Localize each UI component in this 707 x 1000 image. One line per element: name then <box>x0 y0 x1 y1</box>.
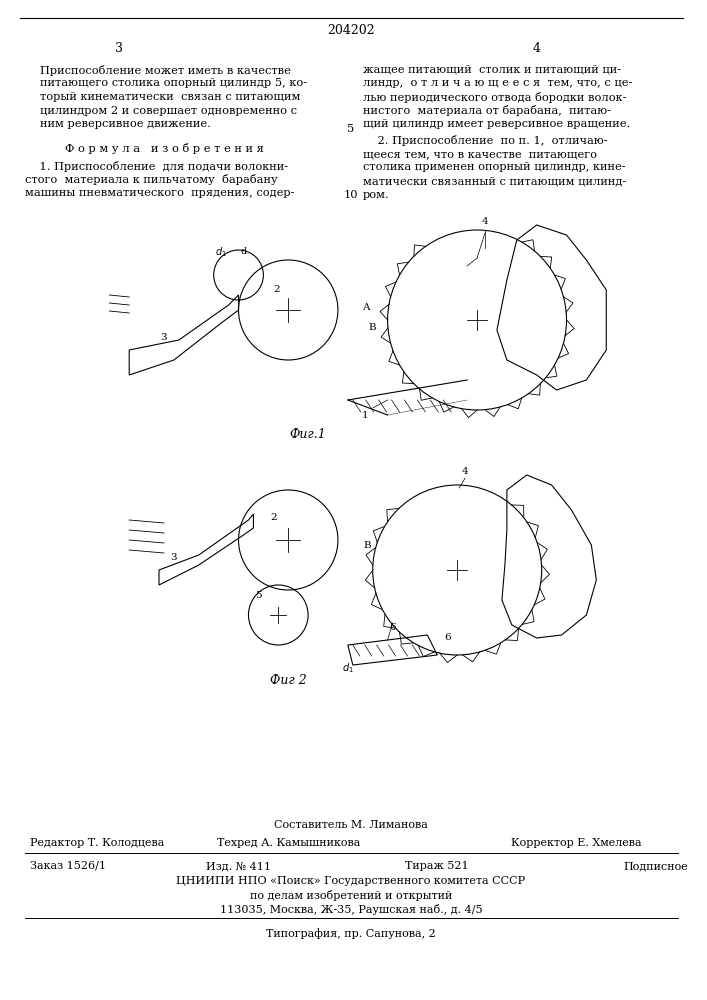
Text: матически связанный с питающим цилинд-: матически связанный с питающим цилинд- <box>363 176 626 186</box>
Text: линдр,  о т л и ч а ю щ е е с я  тем, что, с це-: линдр, о т л и ч а ю щ е е с я тем, что,… <box>363 79 632 89</box>
Text: 2. Приспособление  по п. 1,  отличаю-: 2. Приспособление по п. 1, отличаю- <box>363 135 607 146</box>
Text: Подписное: Подписное <box>624 861 689 871</box>
Text: Корректор Е. Хмелева: Корректор Е. Хмелева <box>511 838 642 848</box>
Text: Редактор Т. Колодцева: Редактор Т. Колодцева <box>30 838 164 848</box>
Text: 2: 2 <box>270 514 276 522</box>
Text: $d_1$: $d_1$ <box>342 661 354 675</box>
Text: 3: 3 <box>160 334 168 342</box>
Text: Типография, пр. Сапунова, 2: Типография, пр. Сапунова, 2 <box>266 928 436 939</box>
Text: Изд. № 411: Изд. № 411 <box>206 861 271 871</box>
Text: 5: 5 <box>255 590 262 599</box>
Text: нистого  материала от барабана,  питаю-: нистого материала от барабана, питаю- <box>363 105 611 116</box>
Text: Заказ 1526/1: Заказ 1526/1 <box>30 861 106 871</box>
Text: B: B <box>364 540 372 550</box>
Text: 6: 6 <box>444 634 450 643</box>
Text: Составитель М. Лиманова: Составитель М. Лиманова <box>274 820 428 830</box>
Text: 3: 3 <box>115 41 123 54</box>
Text: жащее питающий  столик и питающий ци-: жащее питающий столик и питающий ци- <box>363 65 621 75</box>
Text: лью периодического отвода бородки волок-: лью периодического отвода бородки волок- <box>363 92 626 103</box>
Text: машины пневматического  прядения, содер-: машины пневматического прядения, содер- <box>25 188 294 198</box>
Text: 3: 3 <box>170 554 177 562</box>
Text: B: B <box>369 322 377 332</box>
Text: 4: 4 <box>532 41 541 54</box>
Text: Приспособление может иметь в качестве: Приспособление может иметь в качестве <box>40 65 291 76</box>
Text: $d_1$: $d_1$ <box>215 245 226 259</box>
Text: цилиндром 2 и совершает одновременно с: цилиндром 2 и совершает одновременно с <box>40 105 297 115</box>
Text: 113035, Москва, Ж-35, Раушская наб., д. 4/5: 113035, Москва, Ж-35, Раушская наб., д. … <box>220 904 482 915</box>
Text: стого  материала к пильчатому  барабану: стого материала к пильчатому барабану <box>25 174 278 185</box>
Text: 2: 2 <box>273 286 279 294</box>
Text: 1: 1 <box>361 410 368 420</box>
Text: A: A <box>362 304 370 312</box>
Text: 5: 5 <box>347 124 354 134</box>
Text: щееся тем, что в качестве  питающего: щееся тем, что в качестве питающего <box>363 149 597 159</box>
Text: щий цилиндр имеет реверсивное вращение.: щий цилиндр имеет реверсивное вращение. <box>363 119 630 129</box>
Text: Фиг 2: Фиг 2 <box>270 674 307 686</box>
Text: Тираж 521: Тираж 521 <box>406 861 469 871</box>
Text: ром.: ром. <box>363 190 390 200</box>
Text: питающего столика опорный цилиндр 5, ко-: питающего столика опорный цилиндр 5, ко- <box>40 79 307 89</box>
Text: d: d <box>240 247 247 256</box>
Text: Техред А. Камышникова: Техред А. Камышникова <box>216 838 360 848</box>
Text: ним реверсивное движение.: ним реверсивное движение. <box>40 119 211 129</box>
Text: 10: 10 <box>344 190 358 200</box>
Text: 4: 4 <box>481 218 489 227</box>
Text: ЦНИИПИ НПО «Поиск» Государственного комитета СССР: ЦНИИПИ НПО «Поиск» Государственного коми… <box>176 876 525 886</box>
Text: 4: 4 <box>462 468 469 477</box>
Text: 6: 6 <box>390 622 396 632</box>
Text: Ф о р м у л а   и з о б р е т е н и я: Ф о р м у л а и з о б р е т е н и я <box>64 142 264 153</box>
Text: торый кинематически  связан с питающим: торый кинематически связан с питающим <box>40 92 300 102</box>
Text: Фиг.1: Фиг.1 <box>290 428 327 442</box>
Text: по делам изобретений и открытий: по делам изобретений и открытий <box>250 890 452 901</box>
Text: столика применен опорный цилиндр, кине-: столика применен опорный цилиндр, кине- <box>363 162 626 172</box>
Text: 204202: 204202 <box>327 23 375 36</box>
Text: 1. Приспособление  для подачи волокни-: 1. Приспособление для подачи волокни- <box>25 160 288 172</box>
